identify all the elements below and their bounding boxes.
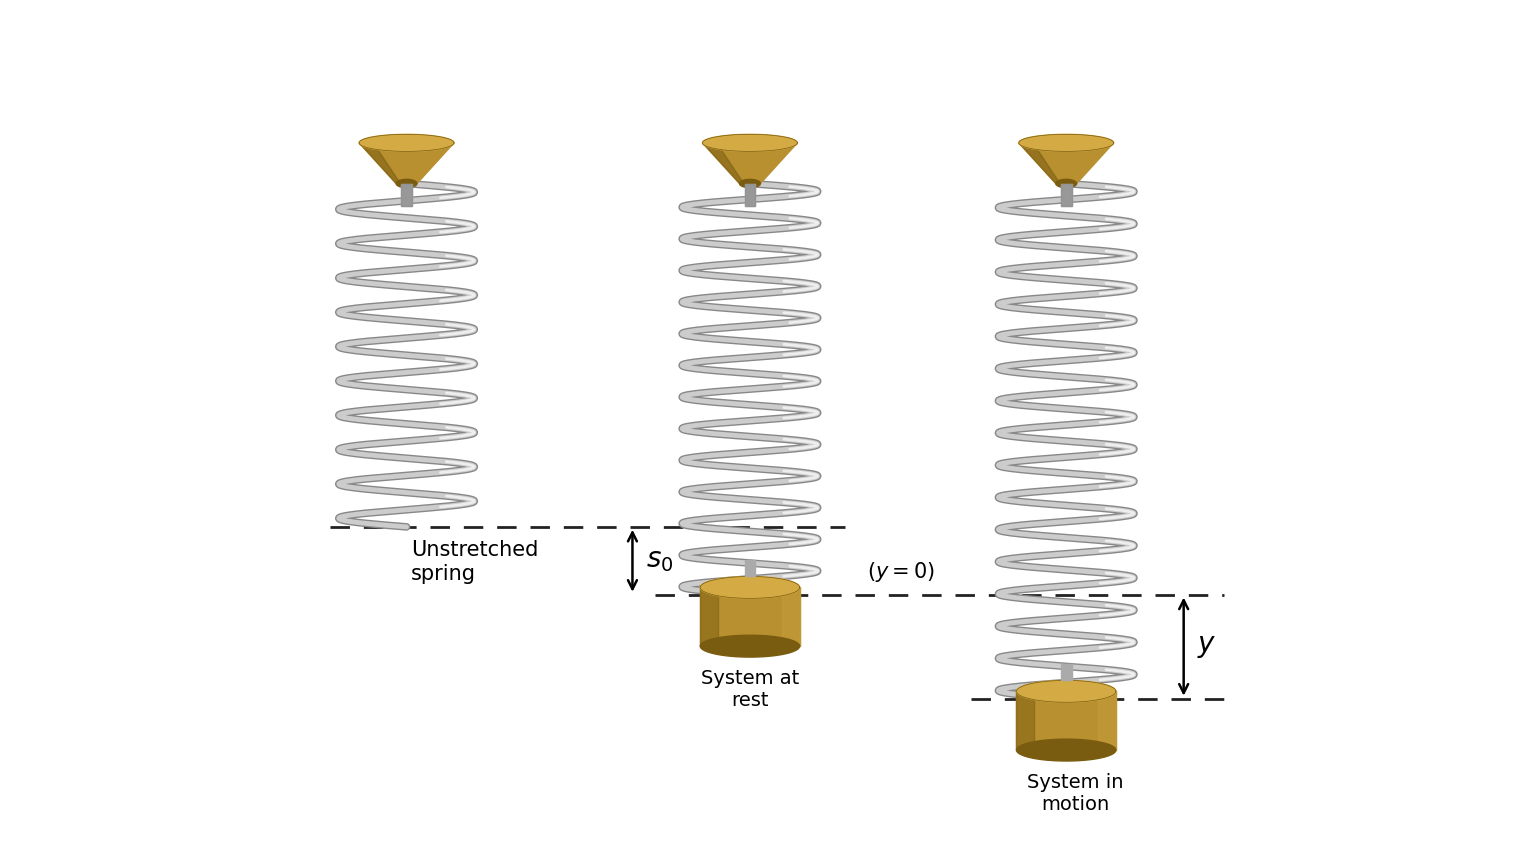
Polygon shape <box>782 588 800 646</box>
Polygon shape <box>1017 739 1115 761</box>
Text: Unstretched
spring: Unstretched spring <box>412 541 539 584</box>
Text: System in
motion: System in motion <box>1028 772 1123 814</box>
Polygon shape <box>1017 691 1034 750</box>
Polygon shape <box>396 180 416 187</box>
Polygon shape <box>702 143 797 183</box>
Text: $y$: $y$ <box>1197 633 1217 660</box>
Polygon shape <box>700 588 800 646</box>
Text: System at
rest: System at rest <box>700 669 799 709</box>
Polygon shape <box>401 183 412 206</box>
Text: $(y = 0)$: $(y = 0)$ <box>868 560 935 584</box>
Polygon shape <box>1018 143 1060 183</box>
Polygon shape <box>1055 180 1077 187</box>
Polygon shape <box>700 635 800 658</box>
Polygon shape <box>359 134 455 151</box>
Polygon shape <box>1098 691 1115 750</box>
Polygon shape <box>1061 183 1072 206</box>
Text: $s_0$: $s_0$ <box>647 547 673 575</box>
Polygon shape <box>1018 143 1114 183</box>
Polygon shape <box>745 183 756 206</box>
Polygon shape <box>1018 134 1114 151</box>
Polygon shape <box>1061 664 1072 681</box>
Polygon shape <box>739 180 760 187</box>
Polygon shape <box>702 134 797 151</box>
Polygon shape <box>745 560 756 576</box>
Polygon shape <box>1017 691 1115 750</box>
Polygon shape <box>700 576 800 599</box>
Polygon shape <box>745 183 756 206</box>
Polygon shape <box>702 143 743 183</box>
Polygon shape <box>359 143 401 183</box>
Polygon shape <box>1017 681 1115 702</box>
Polygon shape <box>359 143 455 183</box>
Polygon shape <box>1061 183 1072 206</box>
Polygon shape <box>700 588 719 646</box>
Polygon shape <box>401 183 412 206</box>
